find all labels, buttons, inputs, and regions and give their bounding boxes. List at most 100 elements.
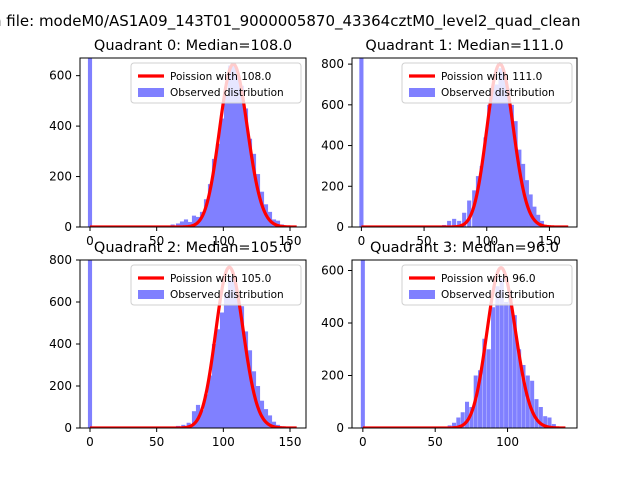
histogram-bar <box>494 84 499 227</box>
histogram-bar <box>183 219 189 227</box>
histogram-bar <box>239 306 245 428</box>
histogram-bar <box>219 118 225 227</box>
histogram-bar <box>517 349 522 428</box>
histogram-bar <box>175 223 181 227</box>
y-tick-label: 600 <box>321 264 344 278</box>
subplot-title: Quadrant 0: Median=108.0 <box>94 38 292 54</box>
histogram-bar <box>457 220 462 227</box>
histogram-bar <box>478 370 483 428</box>
histogram-bar <box>227 276 233 428</box>
y-tick-label: 0 <box>336 220 344 234</box>
histogram-bar <box>223 95 229 227</box>
histogram-bar <box>211 344 217 428</box>
histogram-bar <box>465 401 470 428</box>
legend-observed-label: Observed distribution <box>441 87 555 99</box>
histogram-bar <box>509 104 514 227</box>
histogram-bar-zero <box>87 58 93 227</box>
histogram-bar <box>456 417 461 428</box>
legend-fit-label: Poission with 105.0 <box>170 273 271 285</box>
histogram-bar <box>460 412 465 428</box>
histogram-bar <box>251 153 257 227</box>
histogram-bar <box>203 394 209 428</box>
histogram-bar <box>521 365 526 428</box>
x-tick-label: 50 <box>428 435 443 449</box>
histogram-bar <box>486 349 491 428</box>
subplot-title: Quadrant 1: Median=111.0 <box>365 38 563 54</box>
histogram-bar <box>469 407 474 428</box>
histogram-bar <box>247 138 253 227</box>
histogram-bar <box>243 331 249 428</box>
histogram-bar <box>271 421 277 428</box>
y-tick-label: 800 <box>49 253 72 267</box>
histogram-bar <box>495 286 500 428</box>
legend: Poission with 96.0 Observed distribution <box>401 264 573 306</box>
histogram-bar <box>536 214 541 227</box>
subplot-title: Quadrant 2: Median=105.0 <box>94 240 292 256</box>
histogram-bar <box>475 176 481 227</box>
histogram-bar <box>215 329 221 428</box>
x-tick-label: 150 <box>538 234 561 248</box>
histogram-bar <box>532 206 537 227</box>
legend-fit-label: Poission with 111.0 <box>441 71 542 83</box>
y-tick-label: 600 <box>321 98 344 112</box>
legend-observed-swatch <box>138 88 164 97</box>
x-tick-label: 50 <box>149 234 164 248</box>
x-tick-label: 100 <box>212 435 235 449</box>
histogram-bar <box>505 88 511 227</box>
histogram-bar <box>534 399 539 428</box>
histogram-bar <box>235 295 241 428</box>
figure-suptitle: n file: modeM0/AS1A09_143T01_9000005870_… <box>0 12 581 31</box>
x-tick-label: 0 <box>86 234 94 248</box>
y-tick-label: 800 <box>321 57 344 71</box>
x-tick-label: 100 <box>496 435 519 449</box>
subplot-1: 0 50 100 150 0 200 400 600 800 Quadrant 1: Median… <box>321 38 578 248</box>
histogram-bar <box>255 174 261 227</box>
x-tick-label: 50 <box>416 234 431 248</box>
legend-observed-label: Observed distribution <box>441 289 555 301</box>
histogram-bar <box>543 416 548 428</box>
legend-box <box>401 62 573 104</box>
subplot-title: Quadrant 3: Median=96.0 <box>370 240 559 256</box>
histogram-bar <box>179 221 185 227</box>
plot-area <box>360 260 567 428</box>
histogram-bar <box>219 312 225 428</box>
y-tick-label: 400 <box>49 337 72 351</box>
histogram-bar <box>513 121 518 227</box>
histogram-bar <box>462 212 467 227</box>
subplot-2: 0 50 100 150 0 200 400 600 800 Quadrant 2: Median… <box>49 240 307 449</box>
axes-frame <box>351 57 578 228</box>
legend-observed-swatch <box>138 290 164 299</box>
y-tick-label: 600 <box>49 69 72 83</box>
histogram-bar <box>530 380 535 428</box>
legend-observed-swatch <box>409 88 435 97</box>
histogram-bar <box>275 220 281 227</box>
histogram-bar <box>191 215 197 227</box>
y-tick-label: 0 <box>336 421 344 435</box>
x-tick-label: 50 <box>149 435 164 449</box>
y-tick-label: 600 <box>49 295 72 309</box>
histogram-bar <box>207 375 213 428</box>
plot-area <box>87 58 298 227</box>
x-tick-label: 100 <box>212 234 235 248</box>
histogram-bar <box>491 307 496 428</box>
histogram-bar <box>207 184 213 227</box>
legend-fit-label: Poission with 108.0 <box>170 71 271 83</box>
histogram-bar <box>247 350 253 428</box>
x-tick-label: 0 <box>358 234 366 248</box>
legend-observed-label: Observed distribution <box>170 87 284 99</box>
histogram-bar <box>191 411 197 428</box>
histogram-bar <box>203 199 209 227</box>
axes-frame <box>79 57 307 228</box>
histogram-bar <box>231 281 237 428</box>
plot-area <box>359 58 570 227</box>
legend: Poission with 105.0 Observed distribution <box>130 264 302 306</box>
y-tick-label: 400 <box>321 316 344 330</box>
histogram-bar <box>451 422 457 428</box>
legend-observed-swatch <box>409 290 435 299</box>
legend: Poission with 111.0 Observed distribution <box>401 62 573 104</box>
histogram-bar-zero <box>87 260 93 428</box>
x-tick-label: 0 <box>359 435 367 449</box>
histogram-bar <box>487 104 492 227</box>
histogram-bar <box>517 149 522 227</box>
